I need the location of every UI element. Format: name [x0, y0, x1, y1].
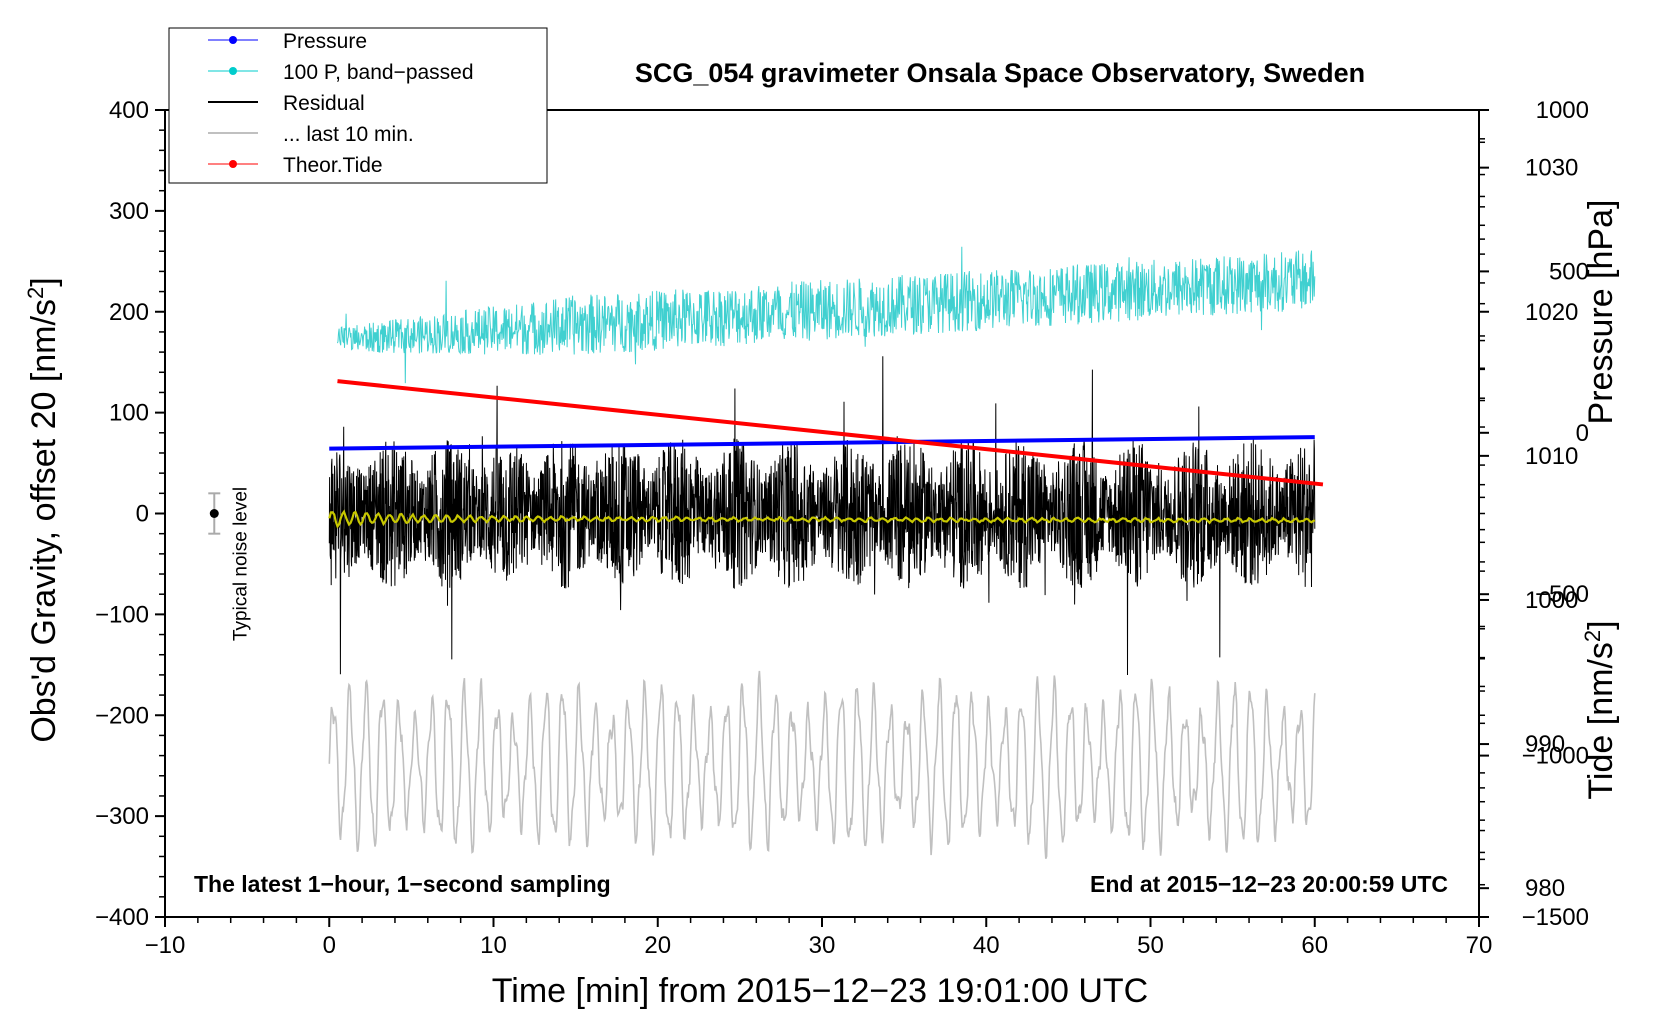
y-axis-title-gravity: Obs'd Gravity, offset 20 [nm/s2] — [23, 277, 63, 742]
legend-item-band-passed: 100 P, band−passed — [208, 61, 474, 84]
x-tick-label: 0 — [323, 932, 336, 959]
y-tick-label: −400 — [95, 904, 149, 931]
x-tick-label: −10 — [145, 932, 186, 959]
pressure-tick-label: 1030 — [1525, 155, 1578, 182]
tide-tick-label: 500 — [1549, 258, 1589, 285]
y-tick-label: 300 — [109, 198, 149, 225]
x-axis: −10 0 10 20 30 40 50 60 70 — [145, 917, 1493, 959]
noise-label: Typical noise level — [230, 487, 251, 641]
svg-text:100 P, band−passed: 100 P, band−passed — [283, 61, 474, 84]
svg-text:Theor.Tide: Theor.Tide — [283, 154, 383, 177]
noise-point — [209, 509, 219, 518]
series-residual — [328, 356, 1316, 676]
series-theor-tide — [337, 379, 1324, 487]
legend-item-pressure: Pressure — [208, 30, 367, 53]
x-tick-label: 30 — [809, 932, 836, 959]
x-tick-label: 70 — [1466, 932, 1493, 959]
y-tick-label: −200 — [95, 702, 149, 729]
pressure-tick-label: 1010 — [1525, 443, 1578, 470]
series-residual-smoothed — [328, 509, 1316, 529]
y-tick-label: 400 — [109, 97, 149, 124]
y-tick-label: 0 — [136, 501, 149, 528]
pressure-tick-label: 1020 — [1525, 299, 1578, 326]
y-axis-gravity: 400 300 200 100 0 −100 −200 −300 −400 — [95, 97, 165, 931]
annotation-end-time: End at 2015−12−23 20:00:59 UTC — [1090, 871, 1448, 897]
tide-tick-label: −1000 — [1522, 743, 1589, 770]
svg-text:Residual: Residual — [283, 92, 365, 115]
legend-item-theor-tide: Theor.Tide — [208, 154, 383, 177]
y-axis-title-tide: Tide [nm/s2] — [1580, 620, 1620, 799]
y-tick-label: 100 — [109, 400, 149, 427]
pressure-tick-label: 990 — [1525, 731, 1565, 758]
x-axis-title: Time [min] from 2015−12−23 19:01:00 UTC — [492, 972, 1148, 1010]
series-pressure — [329, 435, 1315, 451]
y-tick-label: −100 — [95, 601, 149, 628]
x-tick-label: 60 — [1301, 932, 1328, 959]
y-axis-pressure: 1030 1020 1010 1000 990 980 — [1479, 109, 1578, 918]
annotation-sampling: The latest 1−hour, 1−second sampling — [194, 871, 611, 897]
tide-tick-label: 0 — [1576, 420, 1589, 447]
chart-title: SCG_054 gravimeter Onsala Space Observat… — [635, 58, 1365, 88]
pressure-tick-label: 1000 — [1525, 587, 1578, 614]
pressure-tick-label: 980 — [1525, 875, 1565, 902]
noise-indicator: Typical noise level — [208, 487, 251, 641]
x-tick-label: 10 — [480, 932, 507, 959]
y-axis-tide: 1000 500 0 −500 −1000 −1500 — [1479, 97, 1589, 931]
legend-item-last-10-min: ... last 10 min. — [208, 123, 414, 146]
y-tick-label: −300 — [95, 803, 149, 830]
svg-text:Pressure: Pressure — [283, 30, 367, 53]
legend: Pressure 100 P, band−passed Residual ...… — [168, 27, 548, 184]
x-tick-label: 50 — [1137, 932, 1164, 959]
tide-tick-label: −1500 — [1522, 904, 1589, 931]
svg-text:... last 10 min.: ... last 10 min. — [283, 123, 414, 146]
y-axis-title-pressure: Pressure [hPa] — [1582, 200, 1620, 425]
series-last-10-min — [328, 670, 1316, 859]
legend-box — [168, 27, 548, 184]
x-tick-label: 40 — [973, 932, 1000, 959]
y-tick-label: 200 — [109, 299, 149, 326]
tide-tick-label: 1000 — [1536, 97, 1589, 124]
series-layer — [328, 246, 1324, 859]
series-band-passed-pressure — [337, 246, 1316, 384]
legend-item-residual: Residual — [208, 92, 365, 115]
tide-tick-label: −500 — [1535, 581, 1589, 608]
x-tick-label: 20 — [644, 932, 671, 959]
